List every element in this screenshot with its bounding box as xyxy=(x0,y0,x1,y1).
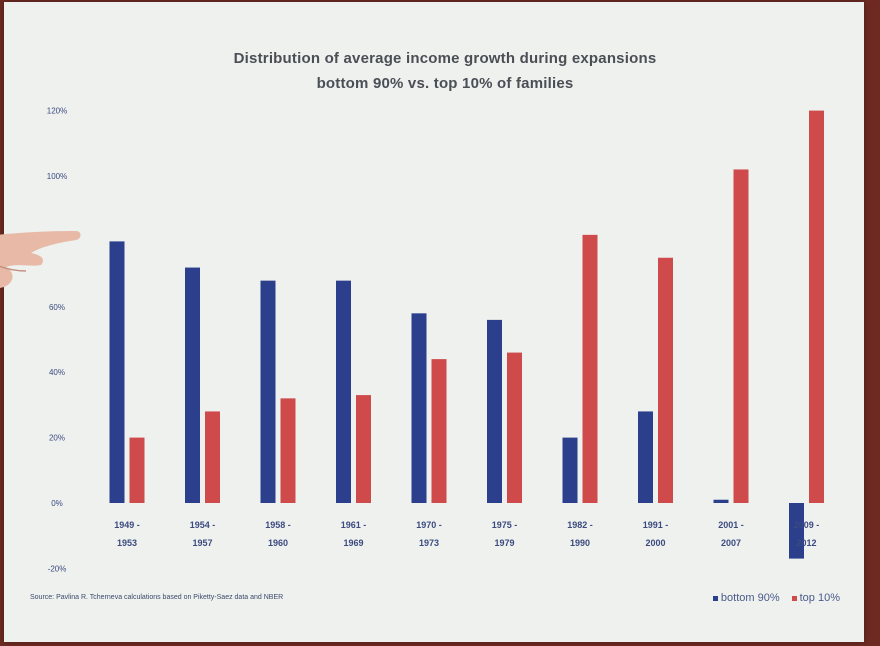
bar-bottom-90 xyxy=(411,313,427,503)
bar-top-10 xyxy=(658,257,673,503)
x-tick-label: 1982 - xyxy=(567,520,593,530)
x-tick-label: 1990 xyxy=(570,538,590,548)
x-tick-label: 1970 - xyxy=(416,520,442,530)
bar-bottom-90 xyxy=(638,411,653,503)
x-tick-label: 2007 xyxy=(721,538,741,548)
bar-top-10 xyxy=(809,110,824,503)
x-tick-label: 1991 - xyxy=(643,520,669,530)
x-tick-label: 1973 xyxy=(419,538,439,548)
bar-bottom-90 xyxy=(109,241,125,503)
legend-item-top: top 10% xyxy=(791,592,840,604)
y-tick-label: 40% xyxy=(49,368,65,377)
x-tick-label: 2001 - xyxy=(718,520,744,530)
legend-swatch-top xyxy=(791,595,797,601)
bar-bottom-90 xyxy=(562,437,578,503)
x-tick-label: 1958 - xyxy=(265,520,291,530)
bar-top-10 xyxy=(582,234,598,504)
bar-top-10 xyxy=(205,411,220,503)
x-tick-label: 1949 - xyxy=(114,520,140,530)
x-tick-label: 1961 - xyxy=(341,520,367,530)
x-tick-label: 1975 - xyxy=(492,520,518,530)
chart-legend: bottom 90% top 10% xyxy=(712,592,840,604)
y-tick-label: 0% xyxy=(51,499,63,508)
x-tick-label: 1954 - xyxy=(190,520,216,530)
x-tick-label: 1953 xyxy=(117,538,137,548)
bar-top-10 xyxy=(507,352,522,503)
y-tick-label: 100% xyxy=(47,172,67,181)
y-tick-label: 120% xyxy=(47,107,67,116)
x-tick-label: 2009 - xyxy=(794,520,820,530)
bar-top-10 xyxy=(356,395,371,503)
bar-bottom-90 xyxy=(185,267,200,503)
x-tick-label: 2012 xyxy=(796,538,816,548)
bar-bottom-90 xyxy=(789,503,804,559)
bar-top-10 xyxy=(129,437,145,503)
x-tick-label: 1960 xyxy=(268,538,288,548)
chart-poster xyxy=(4,2,864,642)
x-tick-label: 1979 xyxy=(494,538,514,548)
legend-swatch-bottom xyxy=(712,595,718,601)
legend-label-bottom: bottom 90% xyxy=(720,592,780,604)
x-tick-label: 1969 xyxy=(343,538,363,548)
bar-bottom-90 xyxy=(260,280,276,503)
y-tick-label: 60% xyxy=(49,303,65,312)
bar-top-10 xyxy=(280,398,296,503)
source-note: Source: Pavlina R. Tcherneva calculation… xyxy=(30,594,284,601)
pointing-hand xyxy=(0,231,81,288)
x-tick-label: 1957 xyxy=(192,538,212,548)
bar-bottom-90 xyxy=(336,280,351,503)
legend-label-top: top 10% xyxy=(799,592,840,604)
y-tick-label: 20% xyxy=(49,434,65,443)
y-tick-label: -20% xyxy=(48,564,67,573)
legend-item-bottom: bottom 90% xyxy=(712,592,780,604)
bar-bottom-90 xyxy=(713,499,729,503)
bar-top-10 xyxy=(431,359,447,503)
bar-top-10 xyxy=(733,169,749,503)
chart-title-block: Distribution of average income growth du… xyxy=(60,46,830,96)
bar-bottom-90 xyxy=(487,319,502,503)
chart-title: Distribution of average income growth du… xyxy=(233,50,657,67)
x-tick-label: 2000 xyxy=(645,538,665,548)
chart-subtitle: bottom 90% vs. top 10% of families xyxy=(316,75,574,92)
